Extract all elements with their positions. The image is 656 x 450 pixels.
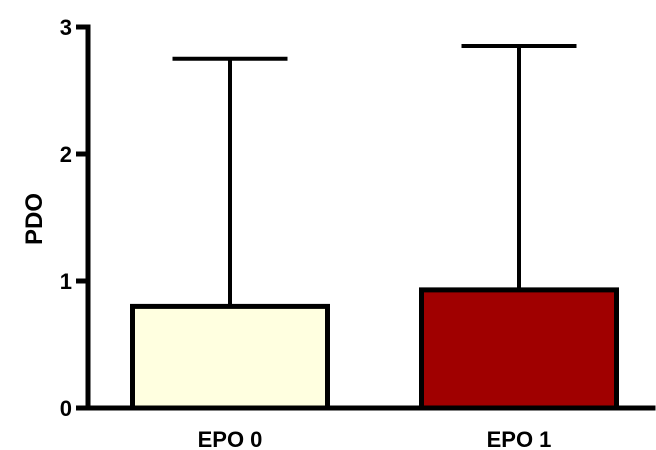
y-tick-label-1: 1	[60, 269, 72, 294]
y-ticks-group: 0 1 2 3	[60, 15, 88, 421]
axes-group	[85, 24, 656, 411]
x-category-label-1: EPO 0	[198, 427, 263, 450]
y-tick-label-2: 2	[60, 142, 72, 167]
bars-group	[130, 287, 619, 411]
bar-2	[419, 287, 619, 411]
x-category-label-2: EPO 1	[487, 427, 552, 450]
x-labels-group: EPO 0 EPO 1	[198, 427, 552, 450]
y-tick-label-0: 0	[60, 396, 72, 421]
bar-1	[130, 303, 330, 411]
error-bars-group	[172, 44, 577, 307]
y-axis-title: PDO	[21, 193, 48, 245]
y-tick-label-3: 3	[60, 15, 72, 40]
